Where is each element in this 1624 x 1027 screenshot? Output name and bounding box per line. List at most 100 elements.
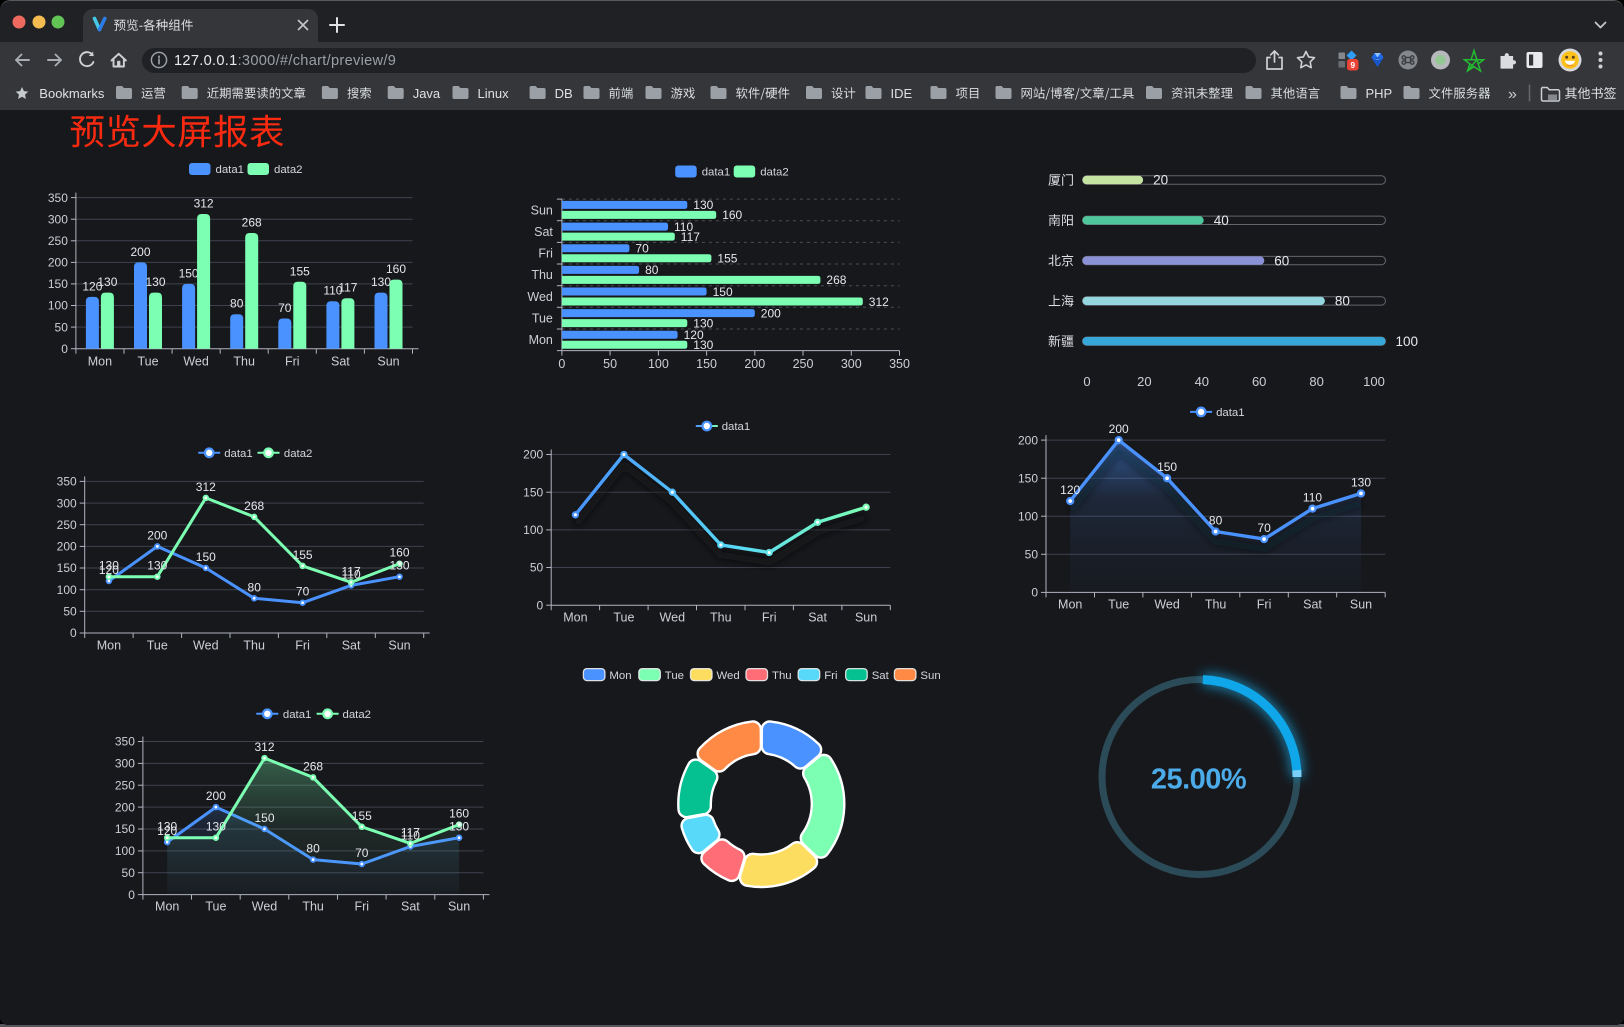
svg-text:Java: Java <box>413 86 441 101</box>
svg-text:312: 312 <box>194 197 214 211</box>
svg-text:155: 155 <box>290 264 310 278</box>
svg-text:Sat: Sat <box>342 639 361 653</box>
svg-text:70: 70 <box>635 242 649 256</box>
svg-text:Mon: Mon <box>529 333 553 347</box>
svg-text:0: 0 <box>1083 374 1090 389</box>
svg-text:data2: data2 <box>343 709 372 721</box>
svg-text:0: 0 <box>70 626 77 640</box>
svg-text:Fri: Fri <box>824 670 837 682</box>
svg-text:117: 117 <box>338 281 357 295</box>
svg-text:150: 150 <box>57 561 77 575</box>
svg-text:130: 130 <box>449 820 469 834</box>
svg-text:80: 80 <box>248 580 262 594</box>
svg-text:80: 80 <box>230 297 244 311</box>
svg-text:Thu: Thu <box>1205 598 1227 612</box>
svg-text:155: 155 <box>717 252 737 266</box>
svg-text:data1: data1 <box>1216 407 1245 419</box>
svg-text:50: 50 <box>603 357 617 371</box>
svg-text:Sat: Sat <box>808 611 827 625</box>
svg-text:0: 0 <box>61 342 68 356</box>
svg-text:PHP: PHP <box>1366 86 1393 101</box>
svg-text:Sat: Sat <box>1303 598 1322 612</box>
svg-text:80: 80 <box>645 263 659 277</box>
svg-text:9: 9 <box>1350 60 1355 70</box>
svg-text:Sun: Sun <box>448 900 470 914</box>
svg-text:150: 150 <box>115 822 135 836</box>
svg-text:127.0.0.1:3000/#/chart/preview: 127.0.0.1:3000/#/chart/preview/9 <box>174 53 396 69</box>
svg-text:Wed: Wed <box>193 639 219 653</box>
svg-text:300: 300 <box>57 496 77 510</box>
svg-text:130: 130 <box>693 316 713 330</box>
svg-text:200: 200 <box>48 256 68 270</box>
svg-text:130: 130 <box>371 275 391 289</box>
svg-text:Wed: Wed <box>183 355 209 369</box>
svg-text:110: 110 <box>323 284 342 298</box>
svg-text:150: 150 <box>696 357 717 371</box>
svg-text:130: 130 <box>206 820 226 834</box>
svg-text:Wed: Wed <box>252 900 278 914</box>
svg-text:80: 80 <box>1309 374 1323 389</box>
svg-text:150: 150 <box>713 285 733 299</box>
svg-text:Tue: Tue <box>147 639 168 653</box>
svg-text:Sat: Sat <box>872 670 890 682</box>
svg-text:268: 268 <box>244 499 264 513</box>
svg-text:130: 130 <box>693 198 713 212</box>
svg-text:130: 130 <box>145 275 165 289</box>
svg-text:data1: data1 <box>722 421 751 433</box>
svg-text:Fri: Fri <box>762 611 777 625</box>
svg-text:70: 70 <box>296 585 310 599</box>
svg-text:200: 200 <box>1018 433 1038 447</box>
svg-text:Bookmarks: Bookmarks <box>39 86 105 101</box>
svg-text:350: 350 <box>889 357 910 371</box>
svg-text:Sun: Sun <box>1350 598 1372 612</box>
svg-text:80: 80 <box>1335 294 1350 309</box>
svg-text:100: 100 <box>648 357 669 371</box>
svg-text:50: 50 <box>63 605 77 619</box>
svg-text:100: 100 <box>1018 510 1038 524</box>
svg-text:250: 250 <box>57 518 77 532</box>
svg-text:110: 110 <box>674 220 693 234</box>
svg-text:data2: data2 <box>274 164 303 176</box>
svg-text:250: 250 <box>48 234 68 248</box>
svg-text:130: 130 <box>97 275 117 289</box>
svg-text:70: 70 <box>1257 521 1271 535</box>
svg-text:40: 40 <box>1195 374 1209 389</box>
svg-text:150: 150 <box>523 485 543 499</box>
svg-text:120: 120 <box>684 328 704 342</box>
svg-text:Tue: Tue <box>137 355 158 369</box>
svg-text:160: 160 <box>449 807 469 821</box>
svg-text:»: » <box>1508 86 1517 103</box>
svg-text:130: 130 <box>389 559 409 573</box>
svg-text:60: 60 <box>1252 374 1266 389</box>
svg-text:Fri: Fri <box>1257 598 1272 612</box>
svg-text:130: 130 <box>147 559 167 573</box>
svg-text:100: 100 <box>48 299 68 313</box>
svg-text:268: 268 <box>303 759 323 773</box>
svg-text:Tue: Tue <box>1108 598 1129 612</box>
svg-text:117: 117 <box>342 564 361 578</box>
svg-text:data1: data1 <box>702 167 731 179</box>
svg-text:Sun: Sun <box>531 203 553 217</box>
svg-text:120: 120 <box>82 279 102 293</box>
svg-text:Sat: Sat <box>534 225 553 239</box>
svg-text:350: 350 <box>115 735 135 749</box>
svg-text:Thu: Thu <box>233 355 255 369</box>
svg-text:0: 0 <box>558 357 565 371</box>
svg-text:200: 200 <box>115 800 135 814</box>
svg-text:300: 300 <box>115 757 135 771</box>
svg-text:200: 200 <box>744 357 765 371</box>
svg-text:Thu: Thu <box>531 268 553 282</box>
svg-text:Tue: Tue <box>532 312 553 326</box>
svg-text:Wed: Wed <box>527 290 553 304</box>
svg-text:155: 155 <box>352 809 372 823</box>
svg-text:40: 40 <box>1214 213 1229 228</box>
svg-text:50: 50 <box>122 866 136 880</box>
svg-text:130: 130 <box>157 820 177 834</box>
svg-text:120: 120 <box>1060 483 1080 497</box>
svg-text:Mon: Mon <box>155 900 179 914</box>
svg-text:268: 268 <box>826 273 846 287</box>
svg-text:Thu: Thu <box>772 670 792 682</box>
svg-text:50: 50 <box>55 320 69 334</box>
svg-text:117: 117 <box>401 825 420 839</box>
svg-text:Wed: Wed <box>717 670 740 682</box>
